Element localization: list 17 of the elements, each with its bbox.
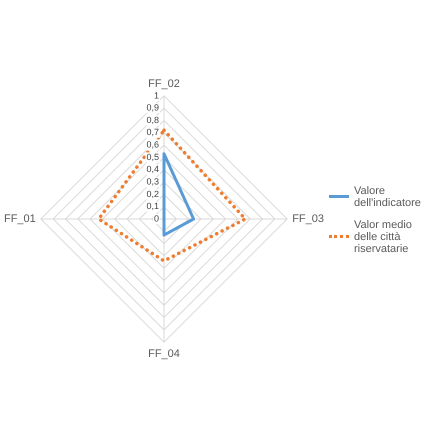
y-tick-label: 1: [154, 90, 160, 100]
y-tick-label: 0,8: [146, 114, 159, 125]
y-tick-label: 0,4: [146, 164, 159, 174]
spoke-label: FF_03: [292, 213, 324, 226]
y-tick-label: 0,1: [146, 201, 159, 212]
spoke-label: FF_02: [148, 78, 180, 90]
spoke-label: FF_04: [148, 348, 180, 360]
y-tick-label: 0,9: [146, 102, 159, 113]
legend-label: Valore dell'indicatore: [354, 184, 422, 208]
y-tick-label: 0,5: [146, 152, 159, 162]
y-tick-label: 0,2: [146, 188, 159, 199]
legend-label: Valor medio delle città riservatarie: [354, 218, 413, 254]
y-tick-label: 0,3: [146, 176, 159, 187]
y-tick-label: 0: [154, 213, 160, 224]
y-tick-label: 0,7: [146, 127, 159, 138]
y-tick-label: 0,6: [146, 140, 159, 150]
spoke-label: FF_01: [4, 213, 36, 226]
